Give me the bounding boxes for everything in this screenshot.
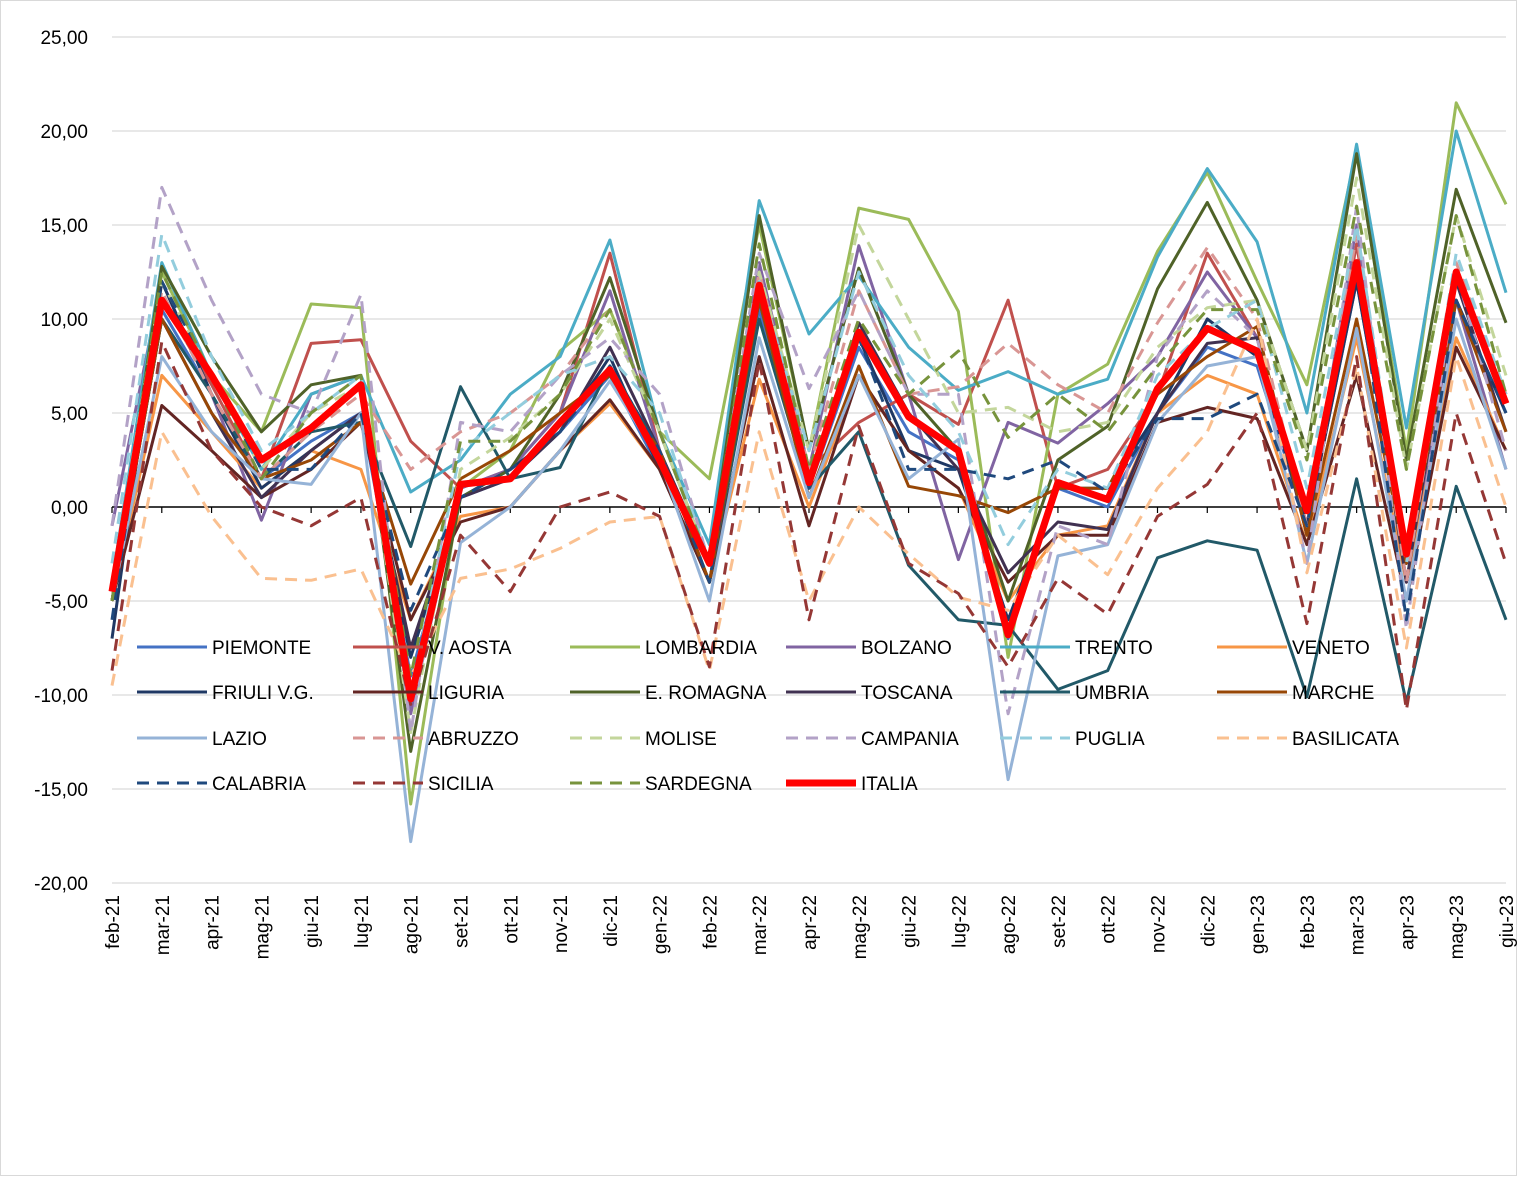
x-tick-label: lug-21 (352, 895, 373, 948)
series-line (110, 223, 1508, 697)
legend-label: ABRUZZO (428, 729, 519, 750)
x-tick-label: apr-21 (203, 895, 224, 950)
series-line (108, 259, 1510, 703)
x-tick-label: gen-22 (651, 895, 672, 954)
y-tick-label: -5,00 (45, 592, 88, 613)
legend-label: VENETO (1292, 638, 1370, 659)
x-tick-label: dic-21 (601, 895, 622, 947)
x-tick-label: mar-23 (1348, 895, 1369, 955)
x-tick-label: set-21 (452, 895, 473, 948)
series-line (110, 336, 1508, 622)
y-tick-label: -20,00 (34, 874, 88, 895)
series-line (110, 185, 1508, 735)
legend-label: UMBRIA (1075, 683, 1149, 704)
y-tick-label: 15,00 (40, 216, 88, 237)
y-tick-label: -15,00 (34, 780, 88, 801)
legend-label: PUGLIA (1075, 729, 1145, 750)
y-tick-label: -10,00 (34, 686, 88, 707)
x-tick-label: mag-21 (252, 895, 273, 959)
x-tick-label: feb-23 (1298, 895, 1319, 949)
series-line (110, 317, 1508, 844)
x-tick-label: mar-21 (153, 895, 174, 955)
x-tick-label: feb-22 (700, 895, 721, 949)
x-tick-label: feb-21 (103, 895, 124, 949)
x-tick-label: nov-21 (551, 895, 572, 953)
x-tick-label: apr-22 (800, 895, 821, 950)
legend-label: TOSCANA (861, 683, 953, 704)
x-tick-label: mag-23 (1447, 895, 1468, 959)
x-tick-label: ott-22 (1099, 895, 1120, 944)
x-tick-label: gen-23 (1248, 895, 1269, 954)
legend-label: LAZIO (212, 729, 267, 750)
y-tick-label: 20,00 (40, 122, 88, 143)
legend-label: E. ROMAGNA (645, 683, 767, 704)
y-tick-label: 10,00 (40, 310, 88, 331)
series-line (110, 261, 1508, 622)
x-tick-label: ago-22 (999, 895, 1020, 954)
x-tick-label: set-22 (1049, 895, 1070, 948)
x-tick-label: dic-22 (1198, 895, 1219, 947)
legend-label: MARCHE (1292, 683, 1374, 704)
legend-label: LIGURIA (428, 683, 504, 704)
x-tick-label: ott-21 (501, 895, 522, 944)
legend-label: SARDEGNA (645, 774, 752, 795)
legend-label: V. AOSTA (428, 638, 512, 659)
legend-label: TRENTO (1075, 638, 1153, 659)
y-tick-label: 0,00 (51, 498, 88, 519)
legend-label: CAMPANIA (861, 729, 959, 750)
x-tick-label: apr-23 (1397, 895, 1418, 950)
legend-label: BOLZANO (861, 638, 952, 659)
legend-label: FRIULI V.G. (212, 683, 314, 704)
y-tick-label: 5,00 (51, 404, 88, 425)
legend-label: ITALIA (861, 774, 918, 795)
x-tick-label: giu-22 (900, 895, 921, 948)
x-tick-label: giu-23 (1497, 895, 1517, 948)
legend-label: SICILIA (428, 774, 494, 795)
x-tick-label: mag-22 (850, 895, 871, 959)
x-tick-label: lug-22 (949, 895, 970, 948)
x-tick-label: nov-22 (1149, 895, 1170, 953)
legend-label: PIEMONTE (212, 638, 311, 659)
legend-label: MOLISE (645, 729, 717, 750)
x-tick-label: giu-21 (302, 895, 323, 948)
legend-label: BASILICATA (1292, 729, 1399, 750)
series-line (110, 204, 1508, 678)
y-tick-label: 25,00 (40, 28, 88, 49)
legend-label: LOMBARDIA (645, 638, 757, 659)
series-line (110, 340, 1508, 712)
series-line (110, 129, 1508, 583)
x-tick-label: mar-22 (750, 895, 771, 955)
legend-label: CALABRIA (212, 774, 306, 795)
x-tick-label: ago-21 (402, 895, 423, 954)
